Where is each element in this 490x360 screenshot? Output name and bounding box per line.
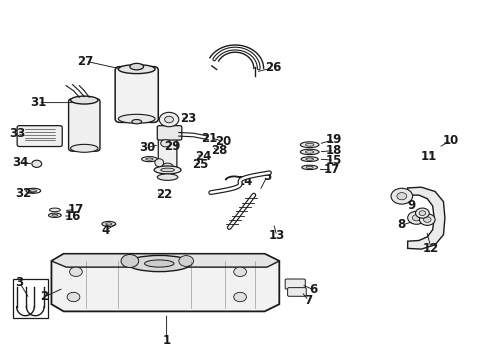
Text: 2: 2	[40, 291, 48, 303]
Circle shape	[32, 160, 42, 167]
Ellipse shape	[49, 208, 60, 212]
Ellipse shape	[154, 166, 181, 174]
Ellipse shape	[106, 223, 112, 225]
Circle shape	[408, 211, 425, 224]
Ellipse shape	[26, 188, 41, 193]
Text: 28: 28	[211, 144, 228, 157]
Text: 25: 25	[192, 158, 208, 171]
Text: 5: 5	[263, 170, 271, 183]
Text: 12: 12	[423, 242, 440, 255]
Ellipse shape	[30, 190, 37, 192]
Text: 23: 23	[180, 112, 197, 125]
Ellipse shape	[119, 114, 155, 123]
Ellipse shape	[71, 144, 98, 152]
FancyBboxPatch shape	[115, 67, 158, 122]
Text: 3: 3	[16, 276, 24, 289]
Text: 30: 30	[139, 141, 155, 154]
FancyBboxPatch shape	[288, 288, 306, 296]
Text: 20: 20	[215, 135, 231, 148]
Text: 15: 15	[326, 154, 343, 167]
Text: 4: 4	[101, 224, 109, 237]
Text: 8: 8	[398, 219, 406, 231]
Text: 26: 26	[265, 61, 282, 74]
Ellipse shape	[300, 149, 319, 155]
Ellipse shape	[52, 214, 58, 216]
Ellipse shape	[142, 157, 157, 162]
FancyBboxPatch shape	[158, 139, 177, 168]
Text: 1: 1	[163, 334, 171, 347]
Text: 16: 16	[64, 210, 81, 222]
Circle shape	[397, 193, 407, 200]
Circle shape	[234, 292, 246, 302]
Circle shape	[179, 256, 194, 266]
Text: 27: 27	[77, 55, 94, 68]
FancyBboxPatch shape	[285, 279, 305, 289]
Text: 34: 34	[12, 156, 29, 169]
Text: 19: 19	[326, 133, 343, 146]
Circle shape	[419, 214, 435, 225]
Text: 7: 7	[305, 294, 313, 307]
Ellipse shape	[132, 120, 142, 124]
Ellipse shape	[146, 158, 153, 160]
Circle shape	[161, 140, 171, 147]
Circle shape	[423, 217, 431, 222]
Ellipse shape	[119, 65, 155, 74]
Text: 33: 33	[9, 127, 25, 140]
Circle shape	[70, 267, 82, 276]
Text: 31: 31	[30, 96, 47, 109]
Ellipse shape	[305, 143, 314, 146]
Ellipse shape	[306, 158, 314, 160]
Ellipse shape	[305, 150, 314, 153]
Circle shape	[391, 188, 413, 204]
Ellipse shape	[306, 166, 313, 168]
Text: 22: 22	[156, 188, 172, 201]
FancyBboxPatch shape	[17, 126, 62, 147]
Ellipse shape	[302, 165, 318, 170]
Text: 13: 13	[269, 229, 285, 242]
Text: 11: 11	[420, 150, 437, 163]
Text: 32: 32	[15, 187, 32, 200]
Ellipse shape	[301, 157, 318, 161]
FancyBboxPatch shape	[157, 126, 182, 140]
Text: 17: 17	[68, 203, 84, 216]
Ellipse shape	[157, 174, 178, 180]
Ellipse shape	[300, 142, 319, 148]
Circle shape	[162, 163, 173, 172]
Text: 6: 6	[310, 283, 318, 296]
Ellipse shape	[71, 96, 98, 104]
Text: 18: 18	[326, 144, 343, 157]
Circle shape	[419, 211, 426, 216]
PathPatch shape	[51, 254, 279, 311]
Ellipse shape	[49, 213, 61, 217]
Ellipse shape	[127, 256, 191, 271]
Ellipse shape	[155, 159, 164, 167]
Ellipse shape	[102, 221, 116, 226]
Text: 17: 17	[324, 163, 341, 176]
Text: 24: 24	[195, 150, 212, 163]
Circle shape	[416, 208, 429, 218]
Text: 29: 29	[164, 140, 181, 153]
Text: 21: 21	[201, 132, 218, 145]
Text: 10: 10	[442, 134, 459, 147]
Circle shape	[121, 255, 139, 267]
Polygon shape	[408, 187, 445, 249]
Circle shape	[234, 267, 246, 276]
PathPatch shape	[51, 254, 279, 267]
Ellipse shape	[161, 168, 174, 172]
Circle shape	[67, 292, 80, 302]
Text: 9: 9	[408, 199, 416, 212]
Text: 14: 14	[237, 175, 253, 188]
Circle shape	[165, 116, 173, 123]
Ellipse shape	[145, 260, 174, 267]
Circle shape	[159, 112, 179, 127]
Ellipse shape	[130, 63, 144, 70]
Circle shape	[412, 215, 421, 221]
FancyBboxPatch shape	[69, 99, 100, 151]
